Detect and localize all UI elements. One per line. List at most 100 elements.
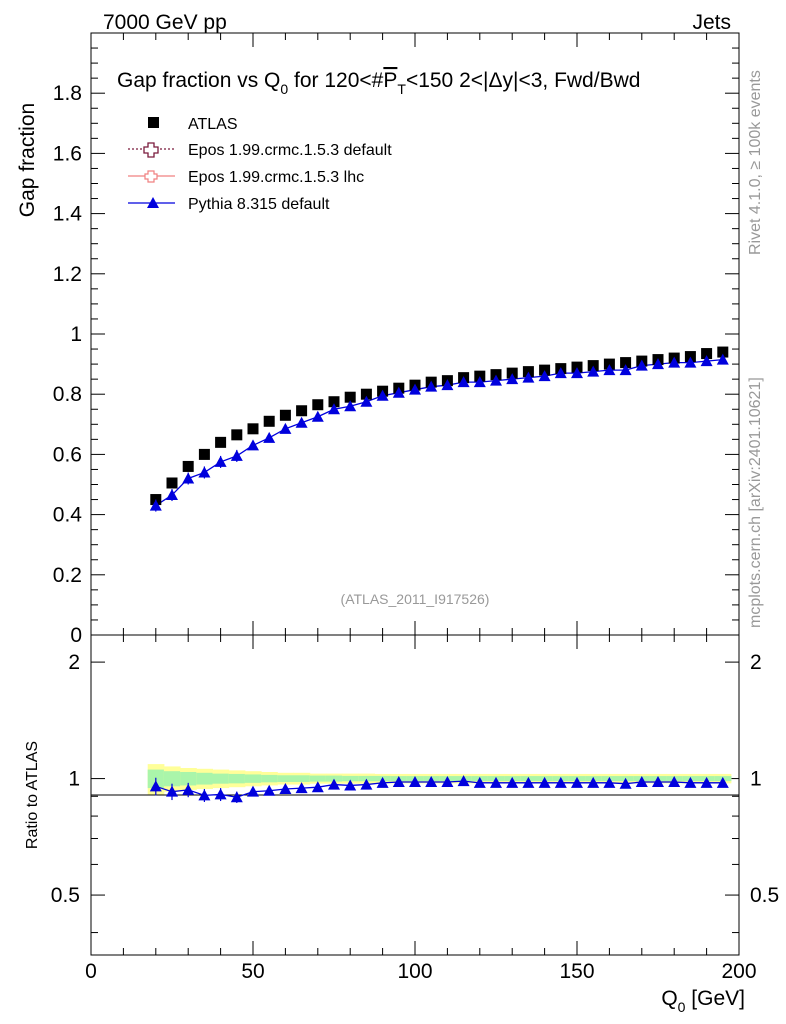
pythia-ratio-point bbox=[182, 783, 195, 795]
pythia-point bbox=[490, 374, 502, 386]
pythia-ratio-point bbox=[149, 780, 162, 792]
jets-label: Jets bbox=[692, 11, 731, 34]
x-tick-label: 50 bbox=[241, 960, 264, 983]
pythia-point bbox=[684, 356, 697, 368]
pythia-ratio-point bbox=[457, 775, 470, 787]
x-label-main: Q bbox=[661, 987, 677, 1010]
pythia-ratio-point bbox=[328, 778, 340, 790]
band-green bbox=[277, 775, 294, 782]
y-tick-label: 0.4 bbox=[53, 504, 83, 527]
pythia-point bbox=[700, 355, 713, 367]
pythia-point bbox=[263, 431, 276, 443]
legend-epos-default-marker bbox=[143, 142, 159, 158]
ratio-y-tick-label-right: 1 bbox=[750, 768, 762, 791]
band-green bbox=[309, 775, 327, 782]
pythia-ratio-point bbox=[247, 785, 259, 797]
pythia-point bbox=[328, 403, 340, 415]
atlas-point bbox=[247, 423, 259, 435]
x-label-sub: 0 bbox=[678, 999, 686, 1015]
atlas-point bbox=[312, 399, 324, 411]
pythia-point bbox=[425, 380, 438, 392]
pythia-point bbox=[635, 359, 648, 371]
ratio-uncertainty-bands bbox=[147, 764, 732, 795]
atlas-point bbox=[717, 346, 729, 358]
x-tick-label: 0 bbox=[85, 960, 97, 983]
title-sub-t: T bbox=[397, 81, 406, 97]
pythia-point bbox=[376, 389, 389, 401]
y-tick-label: 1.2 bbox=[53, 263, 82, 286]
x-tick-label: 200 bbox=[721, 960, 756, 983]
data-marks bbox=[149, 346, 729, 803]
pythia-ratio-point bbox=[230, 791, 243, 803]
pythia-point bbox=[473, 376, 486, 388]
y-tick-label: 1.8 bbox=[53, 82, 82, 105]
rivet-label: Rivet 4.1.0, ≥ 100k events bbox=[747, 70, 764, 255]
analysis-watermark: (ATLAS_2011_I917526) bbox=[341, 591, 490, 607]
axis-ticks: 0 50 100 150 200 0 0.2 0.4 0.6 0.8 1 1.2 1.4 1.6 1.8 0.… bbox=[51, 32, 779, 983]
pythia-point bbox=[166, 489, 178, 501]
legend-epos-lhc-label: Epos 1.99.crmc.1.5.3 lhc bbox=[188, 169, 364, 186]
pythia-ratio-point bbox=[311, 781, 324, 793]
pythia-ratio-point bbox=[473, 776, 486, 788]
y-tick-label: 0.8 bbox=[53, 383, 82, 406]
pythia-point bbox=[506, 373, 519, 385]
pythia-ratio-point bbox=[279, 782, 292, 794]
pythia-ratio-point bbox=[506, 776, 519, 788]
atlas-point bbox=[587, 360, 599, 372]
atlas-point bbox=[344, 391, 356, 403]
band-green bbox=[180, 771, 197, 786]
pythia-point bbox=[668, 356, 681, 368]
pythia-point bbox=[538, 370, 551, 382]
pythia-ratio-point bbox=[522, 776, 535, 788]
pythia-ratio-point bbox=[295, 782, 308, 794]
pythia-point bbox=[230, 449, 243, 461]
pythia-point bbox=[311, 410, 324, 422]
pythia-point bbox=[457, 376, 470, 388]
pythia-point bbox=[279, 422, 292, 434]
band-green bbox=[163, 771, 181, 787]
atlas-point bbox=[571, 361, 583, 373]
title-end: <150 2<|Δy|<3, Fwd/Bwd bbox=[406, 69, 641, 92]
pythia-ratio-point bbox=[214, 788, 227, 800]
atlas-point bbox=[296, 405, 308, 417]
pythia-point bbox=[716, 353, 729, 365]
pythia-point bbox=[149, 499, 162, 511]
pythia-ratio-point bbox=[198, 789, 211, 801]
band-green bbox=[325, 775, 343, 782]
pythia-point bbox=[522, 371, 535, 383]
pythia-ratio-point bbox=[652, 775, 664, 787]
pythia-ratio-point bbox=[409, 775, 421, 787]
ratio-y-axis-label: Ratio to ATLAS bbox=[24, 741, 41, 849]
ratio-y-tick-label: 1 bbox=[68, 768, 80, 791]
pythia-ratio-point bbox=[571, 776, 583, 788]
pythia-point bbox=[587, 365, 600, 377]
band-green bbox=[212, 773, 230, 784]
legend-atlas-label: ATLAS bbox=[188, 116, 238, 133]
pythia-ratio-point bbox=[263, 784, 276, 796]
y-tick-label: 0.6 bbox=[53, 443, 82, 466]
legend-pythia-marker bbox=[147, 197, 159, 208]
ratio-y-tick-label: 0.5 bbox=[51, 884, 80, 907]
pythia-point bbox=[295, 416, 308, 428]
pythia-ratio-point bbox=[603, 776, 616, 788]
pythia-ratio-point bbox=[344, 779, 357, 791]
pythia-point bbox=[344, 400, 357, 412]
atlas-point bbox=[490, 369, 502, 381]
band-green bbox=[196, 772, 213, 785]
atlas-point bbox=[620, 357, 632, 369]
pythia-point bbox=[652, 358, 664, 370]
pythia-ratio-point bbox=[554, 776, 567, 788]
band-green bbox=[342, 775, 359, 782]
y-tick-label: 1 bbox=[70, 323, 82, 346]
atlas-point bbox=[603, 358, 615, 370]
atlas-point bbox=[474, 370, 486, 382]
atlas-point bbox=[539, 364, 551, 376]
energy-label: 7000 GeV pp bbox=[103, 11, 227, 34]
pythia-ratio-point bbox=[392, 775, 405, 787]
atlas-point bbox=[231, 429, 243, 441]
atlas-point bbox=[182, 460, 194, 472]
pythia-point bbox=[247, 439, 259, 451]
pythia-point bbox=[392, 386, 405, 398]
atlas-point bbox=[360, 388, 372, 400]
atlas-point bbox=[198, 448, 210, 460]
